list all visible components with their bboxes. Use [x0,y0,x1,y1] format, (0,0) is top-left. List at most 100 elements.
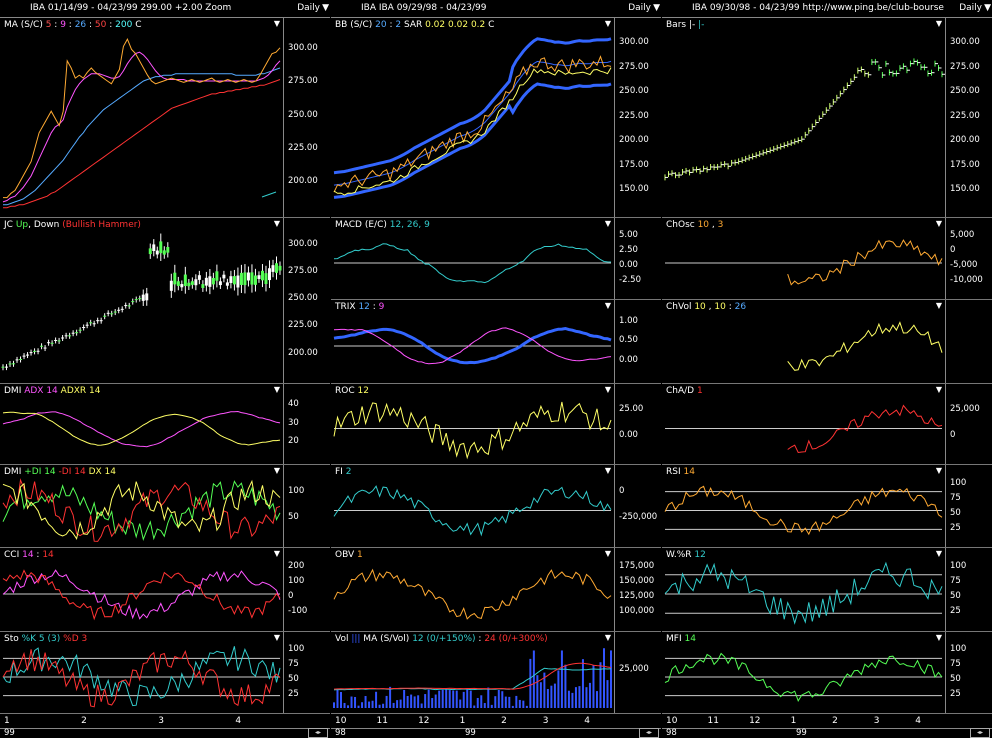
indicator-panel-macd[interactable]: MACD (E/C) 12, 26, 9 ▼ 5.00 2.50 0.00 -2.50 [331,218,661,300]
chevron-down-icon[interactable]: ▼ [273,19,280,28]
chvol-plot [787,321,943,371]
x-tick-label: 10 [335,716,347,726]
candle-body [145,293,149,301]
series-line-9 [2,51,281,203]
label-segment: 9 [60,20,66,30]
indicator-panel-bars[interactable]: Bars |- |- ▼ 300.00 275.00 250.00 225.00 200.0… [662,18,992,218]
chevron-down-icon[interactable]: ▼ [935,385,942,394]
chevron-down-icon[interactable]: ▼ [653,3,660,13]
obv-series-line [333,568,612,620]
y-tick-label: 50 [950,673,961,684]
indicator-panel-chad[interactable]: ChA/D 1 ▼ 25,000 0 [662,384,992,465]
indicator-panel-mfi[interactable]: MFI 14 ▼ 100 75 50 25 [662,632,992,714]
year-label: 99 [4,728,15,738]
candle-body [22,355,26,357]
indicator-panel-vol[interactable]: Vol ||| MA (S/Vol) 12 (0/+150%) : 24 (0/… [331,632,661,714]
label-segment: BB (S/C) [335,20,376,30]
chevron-down-icon[interactable]: ▼ [322,3,329,13]
chevron-down-icon[interactable]: ▼ [273,549,280,558]
y-tick-label: 25 [288,688,299,699]
label-segment: 12 [357,386,369,396]
label-segment: 0.02 [425,20,446,30]
chevron-down-icon[interactable]: ▼ [935,633,942,642]
chevron-down-icon[interactable]: ▼ [273,219,280,228]
y-tick-label: 200 [288,560,305,571]
label-segment: 14 [683,467,695,477]
chevron-down-icon[interactable]: ▼ [935,466,942,475]
y-tick-label: 225.00 [619,110,649,121]
y-axis: 175,000 150,000 125,000 100,000 [614,548,661,631]
candle-body [26,354,30,356]
y-tick-label: 50 [288,512,299,523]
middle-band [333,60,612,186]
chart-column-3: IBA 09/30/98 - 04/23/99 http://www.ping.… [662,0,992,738]
indicator-panel-trix[interactable]: TRIX 12 : 9 ▼ 1.00 0.50 0.00 [331,300,661,384]
label-segment: %D 3 [63,634,88,644]
label-segment: DMI [4,467,25,477]
y-tick-label: 100 [950,644,967,655]
candle-body [271,265,275,272]
scroll-arrows-icon[interactable]: ◂▸ [308,728,328,738]
indicator-panel-cci[interactable]: CCI 14 : 14 ▼ 200 100 0 -100 [0,548,330,632]
y-tick-label: 300.00 [950,37,980,48]
indicator-label: MA (S/C) 5 : 9 : 26 : 50 : 200 C [4,20,141,30]
y-tick-label: 25,000 [619,663,649,674]
chevron-down-icon[interactable]: ▼ [273,466,280,475]
indicator-panel-obv[interactable]: OBV 1 ▼ 175,000 150,000 125,000 100,000 [331,548,661,632]
indicator-panel-chosc[interactable]: ChOsc 10 , 3 ▼ 5,000 0 -5,000 -10,000 [662,218,992,300]
label-segment: : [106,20,116,30]
chevron-down-icon[interactable]: ▼ [604,301,611,310]
chevron-down-icon[interactable]: ▼ [935,301,942,310]
candle-body [54,339,58,341]
candle-body [166,247,170,253]
label-segment: 1 [357,550,363,560]
label-segment: 12 [358,302,370,312]
label-segment: C [485,20,495,30]
label-segment: : [65,20,75,30]
scroll-arrows-icon[interactable]: ◂▸ [639,728,659,738]
candle-body [190,281,194,285]
chevron-down-icon[interactable]: ▼ [935,19,942,28]
chevron-down-icon[interactable]: ▼ [604,633,611,642]
indicator-panel-bb[interactable]: BB (S/C) 20 : 2 SAR 0.02 0.02 0.2 C ▼ 300.… [331,18,661,218]
scroll-arrows-icon[interactable]: ◂▸ [970,728,990,738]
year-label: 98 [666,728,677,738]
period-select[interactable]: Daily [628,3,651,13]
indicator-panel-roc[interactable]: ROC 12 ▼ 25.00 0.00 [331,384,661,465]
chevron-down-icon[interactable]: ▼ [984,3,991,13]
indicator-panel-jc[interactable]: JC Up, Down (Bullish Hammer) ▼ 300.00 275.0… [0,218,330,384]
label-segment: 24 (0/+300%) [484,634,548,644]
sto-series-line [2,649,281,708]
y-tick-label: -2.50 [619,274,641,285]
chevron-down-icon[interactable]: ▼ [604,549,611,558]
indicator-panel-ma[interactable]: MA (S/C) 5 : 9 : 26 : 50 : 200 C ▼ 300.00 2… [0,18,330,218]
indicator-panel-dmi[interactable]: DMI ADX 14 ADXR 14 ▼ 40 30 20 [0,384,330,465]
chevron-down-icon[interactable]: ▼ [935,549,942,558]
indicator-label: DMI +DI 14 -DI 14 DX 14 [4,467,116,477]
indicator-label: Vol ||| MA (S/Vol) 12 (0/+150%) : 24 (0/… [335,634,548,644]
y-tick-label: 200.00 [950,135,980,146]
indicator-panel-dmi2[interactable]: DMI +DI 14 -DI 14 DX 14 ▼ 100 50 [0,465,330,548]
indicator-panel-rsi[interactable]: RSI 14 ▼ 100 75 50 25 [662,465,992,548]
indicator-panel-fi[interactable]: FI 2 ▼ 0 -250,000 [331,465,661,548]
chevron-down-icon[interactable]: ▼ [935,219,942,228]
period-select[interactable]: Daily [959,3,982,13]
y-tick-label: 300.00 [288,43,318,54]
candle-body [204,277,208,286]
indicator-panel-sto[interactable]: Sto %K 5 (3) %D 3 ▼ 100 75 50 25 [0,632,330,714]
chevron-down-icon[interactable]: ▼ [604,219,611,228]
indicator-panel-chvol[interactable]: ChVol 10 , 10 : 26 ▼ [662,300,992,384]
candle-body [43,347,47,349]
chevron-down-icon[interactable]: ▼ [273,633,280,642]
y-tick-label: 150,000 [619,575,655,586]
candle-body [89,322,93,324]
period-select[interactable]: Daily [297,3,320,13]
chevron-down-icon[interactable]: ▼ [273,385,280,394]
chevron-down-icon[interactable]: ▼ [604,19,611,28]
chart-column-1: IBA 01/14/99 - 04/23/99 299.00 +2.00 Zoo… [0,0,330,738]
chevron-down-icon[interactable]: ▼ [604,385,611,394]
chad-plot [665,404,943,454]
dmi2-series-line [2,480,281,542]
chevron-down-icon[interactable]: ▼ [604,466,611,475]
indicator-panel-wr[interactable]: W.%R 12 ▼ 100 75 50 25 [662,548,992,632]
